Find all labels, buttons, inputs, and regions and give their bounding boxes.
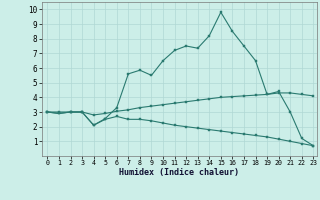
X-axis label: Humidex (Indice chaleur): Humidex (Indice chaleur): [119, 168, 239, 177]
